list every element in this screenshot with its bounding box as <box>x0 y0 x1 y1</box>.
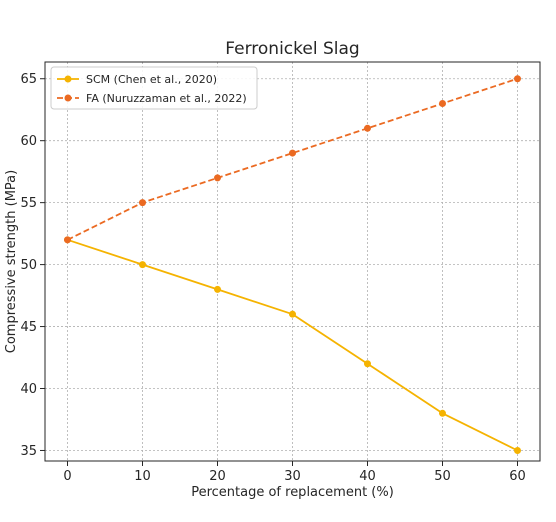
series-layer <box>64 75 521 454</box>
series-0 <box>64 236 521 454</box>
data-point <box>364 360 371 368</box>
data-point <box>439 409 446 417</box>
legend-entry-scm: SCM (Chen et al., 2020) <box>57 73 217 86</box>
y-tick-label: 50 <box>20 258 37 273</box>
legend-entry-fa: FA (Nuruzzaman et al., 2022) <box>57 92 247 105</box>
x-tick-label: 10 <box>134 469 151 484</box>
x-tick-label: 40 <box>359 469 376 484</box>
data-point <box>364 124 371 132</box>
y-tick-label: 55 <box>20 196 37 211</box>
series-1 <box>64 75 521 244</box>
y-tick-label: 35 <box>20 444 37 459</box>
data-point <box>289 310 296 318</box>
y-axis-label: Compressive strength (MPa) <box>4 170 19 353</box>
chart-title: Ferronickel Slag <box>225 39 359 59</box>
y-tick-label: 40 <box>20 382 37 397</box>
data-point <box>439 100 446 108</box>
legend-marker-fa <box>64 94 72 102</box>
data-point <box>64 236 71 244</box>
data-point <box>139 199 146 207</box>
x-axis-label: Percentage of replacement (%) <box>191 485 394 500</box>
legend-label-scm: SCM (Chen et al., 2020) <box>86 73 217 86</box>
y-tick-label: 60 <box>20 134 37 149</box>
data-point <box>289 149 296 157</box>
grid <box>45 62 540 461</box>
x-tick-label: 30 <box>284 469 301 484</box>
x-tick-label: 0 <box>63 469 71 484</box>
x-tick-label: 20 <box>209 469 226 484</box>
legend: SCM (Chen et al., 2020) FA (Nuruzzaman e… <box>50 66 258 110</box>
data-point <box>139 261 146 269</box>
legend-marker-scm <box>64 75 72 83</box>
legend-box <box>50 66 258 110</box>
legend-label-fa: FA (Nuruzzaman et al., 2022) <box>86 92 247 105</box>
data-point <box>514 446 521 454</box>
y-tick-label: 65 <box>20 72 37 87</box>
data-point <box>514 75 521 83</box>
data-point <box>214 285 221 293</box>
x-tick-label: 60 <box>509 469 526 484</box>
y-tick-label: 45 <box>20 320 37 335</box>
axis-ticks: 0 10 20 30 40 50 60 35 40 45 50 55 60 65 <box>20 72 525 484</box>
data-point <box>214 174 221 182</box>
x-tick-label: 50 <box>434 469 451 484</box>
plot-frame <box>44 61 541 462</box>
